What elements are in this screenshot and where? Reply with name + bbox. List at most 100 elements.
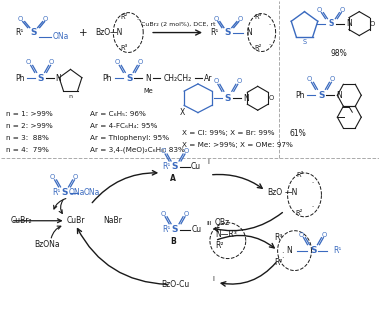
Text: OBz: OBz	[215, 218, 230, 227]
Text: Ph: Ph	[296, 91, 305, 100]
Text: O: O	[213, 16, 218, 22]
Text: O: O	[115, 59, 120, 66]
Text: R³: R³	[121, 46, 128, 51]
Text: CH₂CH₂: CH₂CH₂	[164, 74, 192, 83]
Text: S: S	[329, 19, 334, 28]
Text: —N: —N	[285, 188, 298, 197]
Text: .: .	[136, 15, 138, 21]
Text: Me: Me	[143, 88, 153, 94]
Text: X = Cl: 99%; X = Br: 99%: X = Cl: 99%; X = Br: 99%	[182, 130, 274, 136]
Text: O: O	[138, 59, 143, 66]
Text: n = 4:  79%: n = 4: 79%	[6, 147, 49, 153]
Text: R²: R²	[254, 46, 261, 51]
Text: O: O	[340, 7, 345, 13]
Text: S: S	[172, 162, 178, 172]
Text: X: X	[179, 108, 185, 117]
Text: N: N	[246, 28, 252, 37]
Text: ONa: ONa	[68, 188, 85, 197]
Text: R¹: R¹	[162, 162, 171, 172]
Text: .: .	[269, 39, 271, 46]
Text: O: O	[330, 76, 335, 82]
Text: Cu: Cu	[191, 162, 201, 172]
Text: .: .	[311, 178, 314, 184]
Text: O: O	[307, 76, 312, 82]
Text: O: O	[160, 148, 166, 154]
Text: A: A	[170, 174, 176, 183]
Text: O: O	[160, 211, 166, 217]
Text: Cu: Cu	[192, 225, 202, 234]
Text: O: O	[50, 174, 55, 180]
Text: S: S	[302, 38, 307, 45]
Text: S: S	[225, 94, 231, 103]
Text: N: N	[336, 91, 342, 100]
Text: I: I	[212, 276, 214, 283]
Text: O: O	[184, 211, 188, 217]
Text: .: .	[282, 251, 284, 260]
Text: BzONa: BzONa	[34, 240, 59, 249]
Text: R²: R²	[296, 210, 303, 216]
Text: O: O	[236, 78, 241, 84]
Text: N: N	[347, 19, 352, 28]
Text: S: S	[225, 28, 231, 37]
Text: O: O	[18, 16, 23, 22]
Text: S: S	[318, 91, 325, 100]
Text: R²: R²	[120, 14, 128, 20]
Text: R³: R³	[254, 14, 261, 20]
Text: R³: R³	[274, 233, 283, 242]
Text: N: N	[287, 246, 293, 255]
Text: .: .	[136, 44, 138, 49]
Text: ONa: ONa	[52, 32, 69, 41]
Text: Ar: Ar	[204, 74, 212, 83]
Text: Ar = C₆H₅: 96%: Ar = C₆H₅: 96%	[90, 111, 146, 117]
Text: I: I	[207, 159, 209, 165]
Text: BzO: BzO	[268, 188, 283, 197]
Text: S: S	[126, 74, 133, 83]
Text: O: O	[317, 7, 322, 13]
Text: n: n	[68, 94, 73, 99]
Text: R³: R³	[296, 172, 303, 178]
Text: CuBr: CuBr	[66, 216, 85, 225]
Text: 61%: 61%	[289, 129, 306, 138]
Text: O: O	[322, 232, 327, 238]
Text: O: O	[49, 59, 54, 66]
Text: N: N	[243, 94, 249, 103]
Text: +: +	[79, 27, 88, 37]
Text: 98%: 98%	[331, 49, 348, 58]
Text: Ph: Ph	[102, 74, 112, 83]
Text: O: O	[73, 174, 78, 180]
Text: N—R³: N—R³	[215, 230, 237, 239]
Text: R¹: R¹	[15, 28, 23, 37]
Text: R¹: R¹	[210, 28, 218, 37]
Text: R¹: R¹	[333, 246, 342, 255]
Text: Ar = 3,4-(MeO)₂C₆H₃: 83%: Ar = 3,4-(MeO)₂C₆H₃: 83%	[90, 147, 185, 153]
Text: O: O	[213, 78, 218, 84]
Text: O: O	[184, 148, 188, 154]
Text: O: O	[26, 59, 31, 66]
Text: N: N	[145, 74, 151, 83]
Text: BzO-Cu: BzO-Cu	[161, 280, 189, 289]
Text: S: S	[310, 246, 317, 255]
Text: O: O	[370, 21, 375, 26]
Text: S: S	[61, 188, 68, 197]
Text: X = Me: >99%; X = OMe: 97%: X = Me: >99%; X = OMe: 97%	[182, 142, 293, 148]
Text: R¹: R¹	[52, 188, 61, 197]
Text: III: III	[206, 221, 212, 226]
Text: NaBr: NaBr	[103, 216, 122, 225]
Text: S: S	[37, 74, 44, 83]
Text: S: S	[30, 28, 37, 37]
Text: .: .	[311, 202, 314, 208]
Text: CuBr₂ (2 mol%), DCE, rt: CuBr₂ (2 mol%), DCE, rt	[141, 22, 215, 27]
Text: R²: R²	[274, 258, 283, 267]
Text: .: .	[269, 20, 271, 26]
Text: .: .	[282, 246, 284, 255]
Text: ONa: ONa	[84, 188, 100, 197]
Text: O: O	[237, 16, 242, 22]
Text: Ar = 4-FC₆H₄: 95%: Ar = 4-FC₆H₄: 95%	[90, 123, 158, 129]
Text: B: B	[170, 237, 176, 246]
Text: CuBr₂: CuBr₂	[11, 216, 32, 225]
Text: R²: R²	[215, 241, 223, 250]
Text: BzO: BzO	[95, 28, 110, 37]
Text: Ph: Ph	[15, 74, 24, 83]
Text: n = 1: >99%: n = 1: >99%	[6, 111, 52, 117]
Text: R¹: R¹	[162, 225, 171, 234]
